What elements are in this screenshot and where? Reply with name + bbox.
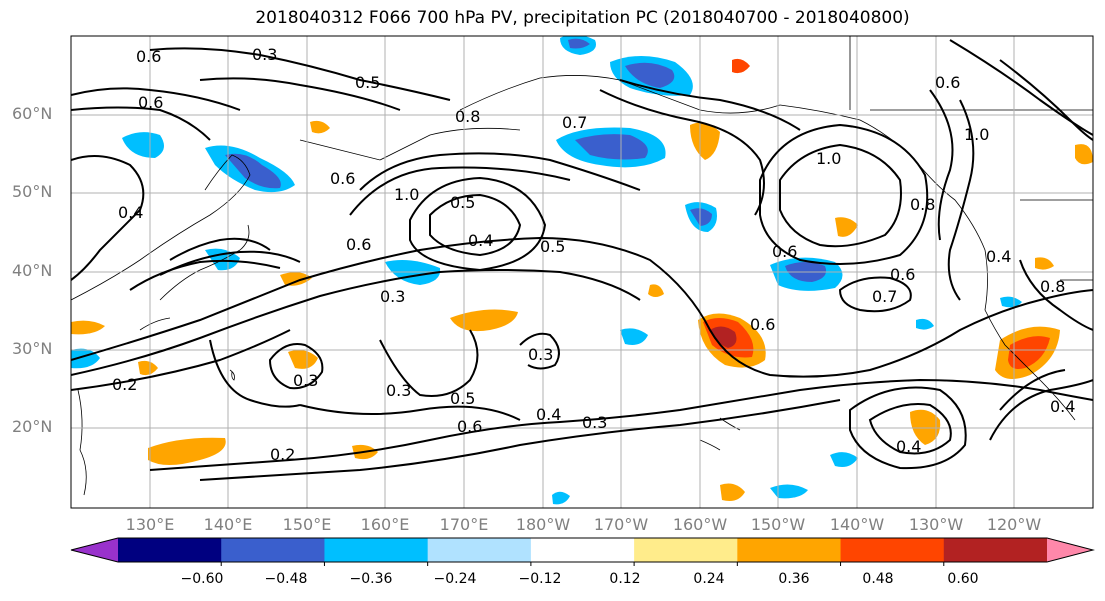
contour-label: 0.6	[136, 47, 161, 66]
contour-label: 0.6	[457, 417, 482, 436]
contour-label: 0.8	[455, 107, 480, 126]
contour-label: 1.0	[816, 149, 841, 168]
contour-label: 0.5	[450, 193, 475, 212]
contour-label: 0.4	[1050, 397, 1075, 416]
lon-label: 130°W	[908, 515, 964, 534]
colorbar-tick-label: 0.60	[947, 571, 979, 587]
map-title: 2018040312 F066 700 hPa PV, precipitatio…	[255, 8, 910, 28]
colorbar-tick-label: −0.24	[433, 571, 477, 587]
contour-label: 0.7	[872, 287, 897, 306]
contour-label: 0.7	[562, 113, 587, 132]
contour-label: 0.3	[252, 45, 277, 64]
contour-label: 0.6	[138, 93, 163, 112]
colorbar-segment	[840, 538, 945, 562]
contour-label: 0.5	[540, 237, 565, 256]
contour-label: 1.0	[394, 185, 419, 204]
contour-label: 0.2	[270, 445, 295, 464]
colorbar-segment	[118, 538, 222, 562]
colorbar-tick-label: −0.60	[180, 571, 224, 587]
lon-label: 120°W	[986, 515, 1042, 534]
lat-label: 40°N	[12, 261, 53, 280]
colorbar-segment	[221, 538, 325, 562]
lat-label: 20°N	[12, 417, 53, 436]
contour-label: 0.5	[355, 73, 380, 92]
lon-label: 180°W	[515, 515, 571, 534]
colorbar-segment	[634, 538, 738, 562]
lon-label: 130°E	[125, 515, 175, 534]
contour-label: 0.3	[293, 371, 318, 390]
contour-label: 0.4	[896, 437, 921, 456]
contour-label: 0.5	[450, 389, 475, 408]
contour-label: 0.4	[536, 405, 561, 424]
lon-label: 140°W	[829, 515, 885, 534]
contour-label: 0.6	[772, 242, 797, 261]
colorbar-extend-high	[1047, 538, 1093, 562]
contour-label: 0.2	[112, 375, 137, 394]
contour-label: 0.8	[910, 195, 935, 214]
lon-label: 170°W	[593, 515, 649, 534]
contour-label: 1.0	[964, 125, 989, 144]
lon-label: 150°W	[750, 515, 806, 534]
colorbar-segment	[530, 538, 635, 562]
contour-label: 0.6	[890, 265, 915, 284]
contour-label: 0.3	[380, 287, 405, 306]
contour-label: 0.6	[750, 315, 775, 334]
contour-label: 0.4	[118, 203, 143, 222]
lon-label: 160°W	[672, 515, 728, 534]
contour-label: 0.6	[346, 235, 371, 254]
colorbar-tick-label: 0.36	[778, 571, 810, 587]
lat-label: 30°N	[12, 339, 53, 358]
graticule	[71, 36, 1093, 508]
contour-label: 0.3	[582, 413, 607, 432]
colorbar-outline	[70, 537, 1095, 563]
colorbar-tick-label: 0.24	[693, 571, 725, 587]
colorbar-tick-label: 0.48	[862, 571, 894, 587]
colorbar-ticks	[220, 562, 945, 566]
colorbar-tick-label: −0.36	[349, 571, 393, 587]
contour-label: 0.3	[386, 381, 411, 400]
contour-label: 0.3	[528, 345, 553, 364]
contour-label: 0.4	[986, 247, 1011, 266]
lat-label: 50°N	[12, 182, 53, 201]
colorbar-tick-label: 0.12	[609, 571, 641, 587]
colorbar-extend-low	[71, 538, 118, 562]
colorbar-segment	[943, 538, 1048, 562]
lat-label: 60°N	[12, 104, 53, 123]
contour-label: 0.8	[1040, 277, 1065, 296]
colorbar-segment	[324, 538, 429, 562]
colorbar-tick-label: −0.48	[264, 571, 308, 587]
lon-label: 150°E	[282, 515, 332, 534]
colorbar-tick-label: −0.12	[518, 571, 562, 587]
lon-label: 160°E	[360, 515, 410, 534]
pv-contours	[71, 39, 1093, 481]
colorbar-segment	[737, 538, 842, 562]
colorbar-segments	[70, 537, 1095, 563]
contour-label-layer: 0.3 0.5 0.6 0.6 0.6 1.0 0.5 0.4 0.5 0.6 …	[112, 45, 1075, 464]
lon-label: 140°E	[203, 515, 253, 534]
map-frame	[70, 35, 1094, 509]
contour-label: 0.6	[935, 73, 960, 92]
contour-label: 0.6	[330, 169, 355, 188]
colorbar-segment	[427, 538, 532, 562]
lon-label: 170°E	[439, 515, 489, 534]
contour-label: 0.4	[468, 231, 493, 250]
